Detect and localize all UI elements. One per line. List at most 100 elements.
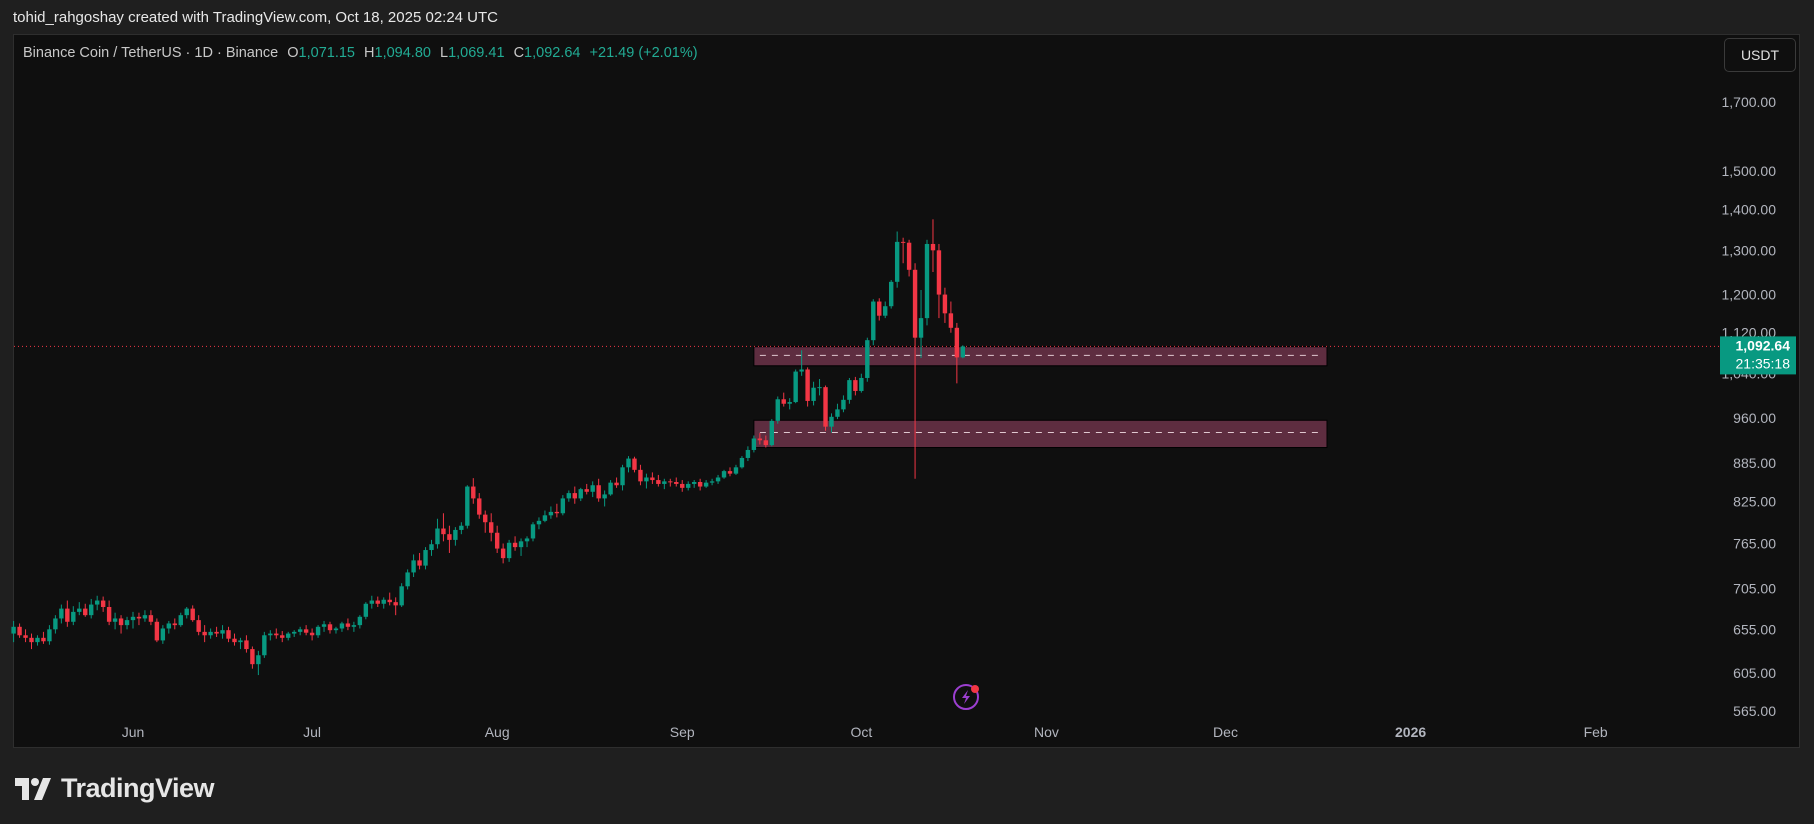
price-axis[interactable]: 1,700.00 1,500.00 1,400.00 1,300.00 1,200.00… [1722, 94, 1777, 719]
price-tick-label: 1,200.00 [1722, 287, 1777, 303]
candle-body [130, 616, 136, 621]
candles-layer [11, 219, 966, 676]
candle [727, 467, 733, 477]
candle-body [745, 449, 751, 458]
candle [841, 395, 846, 413]
candle-body [787, 402, 792, 404]
price-tick-label: 1,700.00 [1722, 94, 1777, 110]
candle [29, 633, 34, 650]
candle-body [417, 560, 422, 566]
candle [387, 592, 392, 606]
candle [763, 435, 769, 448]
candle-body [680, 483, 685, 488]
candle [417, 552, 422, 570]
candle-body [381, 599, 386, 604]
chart-attribution: tohid_rahgoshay created with TradingView… [13, 9, 499, 26]
candle [847, 377, 852, 404]
candle-body [650, 477, 655, 481]
candle [381, 597, 386, 609]
low-value: 1,069.41 [448, 45, 505, 61]
currency-button[interactable]: USDT [1724, 38, 1796, 72]
candle-body [930, 243, 936, 251]
candle [906, 239, 912, 277]
symbol-title[interactable]: Binance Coin / TetherUS · 1D · Binance [23, 45, 279, 61]
candle-body [727, 471, 733, 474]
candle-body [853, 380, 858, 391]
candle [530, 522, 536, 542]
supply-demand-zone[interactable] [753, 419, 1328, 449]
candle [333, 626, 339, 634]
candle [35, 635, 40, 646]
time-tick-label: Oct [850, 724, 872, 740]
candle [602, 490, 607, 507]
price-tick-label: 960.00 [1733, 410, 1776, 426]
time-axis[interactable]: Jun Jul Aug Sep Oct Nov Dec 2026 Feb [122, 724, 1608, 740]
lightning-alert-icon[interactable] [953, 684, 979, 710]
candle-body [274, 633, 279, 636]
candle-body [315, 626, 321, 636]
candle-body [160, 628, 166, 641]
candle [196, 615, 201, 636]
candle [823, 385, 828, 431]
candle-body [602, 494, 607, 499]
candle-body [638, 469, 643, 482]
supply-demand-zone[interactable] [753, 346, 1328, 367]
candle-body [41, 637, 46, 642]
candle [888, 280, 894, 309]
candle [190, 605, 195, 622]
candle [960, 345, 966, 359]
candle-body [363, 603, 369, 617]
candle-body [924, 243, 930, 319]
candle [77, 602, 82, 616]
candle-body [703, 482, 709, 487]
candle [877, 298, 882, 321]
candle [399, 583, 404, 607]
candle-body [65, 608, 70, 622]
candle-body [321, 624, 327, 627]
candle-body [656, 480, 661, 484]
candle [632, 456, 637, 473]
candle-body [89, 604, 94, 616]
last-price-label: 1,092.64 21:35:18 [1720, 336, 1796, 375]
candle [262, 631, 267, 658]
candle [608, 480, 613, 496]
candle [124, 616, 130, 630]
candle [327, 621, 333, 634]
candle-body [668, 481, 673, 483]
candle-body [697, 481, 703, 487]
candle [793, 369, 798, 404]
candle-body [112, 618, 118, 622]
candle-body [662, 481, 667, 484]
candle-body [309, 632, 315, 636]
candle-body [477, 498, 482, 515]
candle-body [811, 387, 816, 401]
candle [548, 506, 554, 519]
candle [160, 625, 166, 644]
candle-body [256, 655, 261, 665]
candle [226, 626, 231, 643]
candle [494, 525, 500, 553]
candle [680, 480, 685, 492]
tradingview-logo[interactable]: TradingView [15, 773, 215, 804]
candle [357, 615, 363, 629]
candle-body [447, 534, 452, 540]
candle [375, 596, 380, 607]
candle [232, 633, 237, 646]
candle [865, 337, 870, 382]
candle [829, 413, 834, 433]
chart-pane[interactable] [13, 34, 1800, 748]
candle-body [142, 615, 148, 619]
candle-body [286, 633, 291, 638]
time-tick-label: Nov [1034, 724, 1059, 740]
candle-body [393, 602, 398, 606]
candle [291, 630, 297, 637]
candle [948, 301, 954, 333]
candle-body [847, 380, 852, 400]
candle-body [387, 599, 392, 603]
candle [112, 612, 118, 630]
candle [321, 620, 327, 632]
candle-body [100, 600, 106, 607]
candle-body [262, 635, 267, 656]
candle-body [590, 485, 595, 492]
